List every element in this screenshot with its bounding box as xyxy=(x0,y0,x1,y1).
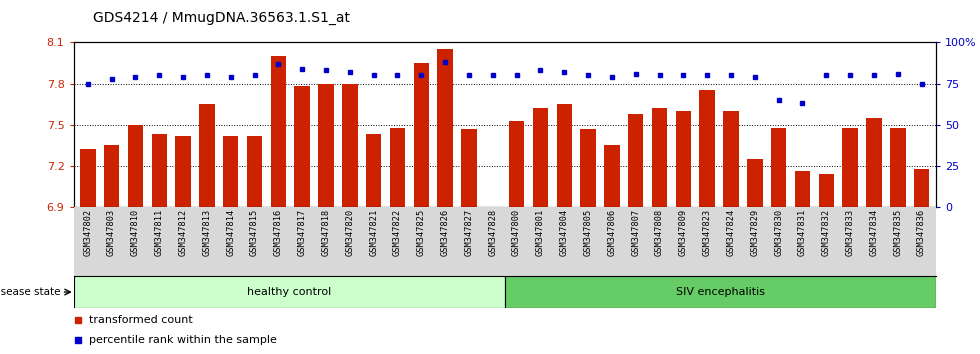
Bar xyxy=(505,276,936,308)
Text: GSM347806: GSM347806 xyxy=(608,209,616,256)
Text: GSM347810: GSM347810 xyxy=(131,209,140,256)
Bar xyxy=(771,127,786,207)
Text: GSM347830: GSM347830 xyxy=(774,209,783,256)
Text: GSM347807: GSM347807 xyxy=(631,209,640,256)
Text: GSM347800: GSM347800 xyxy=(513,209,521,256)
Text: GSM347802: GSM347802 xyxy=(83,209,92,256)
Text: GDS4214 / MmugDNA.36563.1.S1_at: GDS4214 / MmugDNA.36563.1.S1_at xyxy=(93,11,350,25)
Bar xyxy=(818,174,834,207)
Text: percentile rank within the sample: percentile rank within the sample xyxy=(89,335,277,345)
Bar xyxy=(557,104,572,207)
Bar xyxy=(175,136,191,207)
Text: GSM347815: GSM347815 xyxy=(250,209,259,256)
Bar xyxy=(675,111,691,207)
Text: GSM347827: GSM347827 xyxy=(465,209,473,256)
Bar xyxy=(342,84,358,207)
Bar xyxy=(723,111,739,207)
Text: GSM347818: GSM347818 xyxy=(321,209,330,256)
Text: transformed count: transformed count xyxy=(89,315,193,325)
Text: GSM347805: GSM347805 xyxy=(583,209,593,256)
Text: GSM347804: GSM347804 xyxy=(560,209,568,256)
Text: GSM347833: GSM347833 xyxy=(846,209,855,256)
Text: GSM347817: GSM347817 xyxy=(298,209,307,256)
Bar xyxy=(294,86,310,207)
Text: disease state: disease state xyxy=(0,287,61,297)
Text: GSM347834: GSM347834 xyxy=(869,209,878,256)
Bar xyxy=(318,84,334,207)
Bar xyxy=(247,136,263,207)
Text: SIV encephalitis: SIV encephalitis xyxy=(676,287,764,297)
Bar xyxy=(509,121,524,207)
Bar xyxy=(795,171,810,207)
Bar xyxy=(533,108,548,207)
Text: GSM347831: GSM347831 xyxy=(798,209,807,256)
Bar xyxy=(223,136,238,207)
Bar xyxy=(843,127,858,207)
Text: GSM347803: GSM347803 xyxy=(107,209,116,256)
Bar xyxy=(580,129,596,207)
Text: GSM347811: GSM347811 xyxy=(155,209,164,256)
Bar xyxy=(700,91,715,207)
Text: GSM347809: GSM347809 xyxy=(679,209,688,256)
Bar xyxy=(747,159,762,207)
Bar xyxy=(152,135,167,207)
Bar xyxy=(104,145,120,207)
Text: healthy control: healthy control xyxy=(247,287,331,297)
Bar xyxy=(437,49,453,207)
Text: GSM347808: GSM347808 xyxy=(655,209,664,256)
Text: GSM347826: GSM347826 xyxy=(441,209,450,256)
Bar xyxy=(604,145,619,207)
Bar xyxy=(80,149,95,207)
Bar xyxy=(199,104,215,207)
Bar xyxy=(127,125,143,207)
Bar xyxy=(866,118,882,207)
Bar xyxy=(270,56,286,207)
Bar xyxy=(74,276,505,308)
Text: GSM347813: GSM347813 xyxy=(203,209,212,256)
Text: GSM347812: GSM347812 xyxy=(178,209,187,256)
Text: GSM347816: GSM347816 xyxy=(273,209,283,256)
Text: GSM347822: GSM347822 xyxy=(393,209,402,256)
Text: GSM347824: GSM347824 xyxy=(726,209,736,256)
Text: GSM347836: GSM347836 xyxy=(917,209,926,256)
Bar xyxy=(628,114,644,207)
Text: GSM347801: GSM347801 xyxy=(536,209,545,256)
Bar xyxy=(390,127,406,207)
Text: GSM347829: GSM347829 xyxy=(751,209,760,256)
Text: GSM347814: GSM347814 xyxy=(226,209,235,256)
Bar xyxy=(462,129,476,207)
Bar xyxy=(414,63,429,207)
Text: GSM347832: GSM347832 xyxy=(822,209,831,256)
Text: GSM347820: GSM347820 xyxy=(345,209,355,256)
Text: GSM347823: GSM347823 xyxy=(703,209,711,256)
Text: GSM347835: GSM347835 xyxy=(894,209,903,256)
Text: GSM347828: GSM347828 xyxy=(488,209,497,256)
Bar xyxy=(890,127,906,207)
Bar xyxy=(652,108,667,207)
Text: GSM347821: GSM347821 xyxy=(369,209,378,256)
Bar xyxy=(366,135,381,207)
Text: GSM347825: GSM347825 xyxy=(416,209,426,256)
Bar xyxy=(914,169,929,207)
